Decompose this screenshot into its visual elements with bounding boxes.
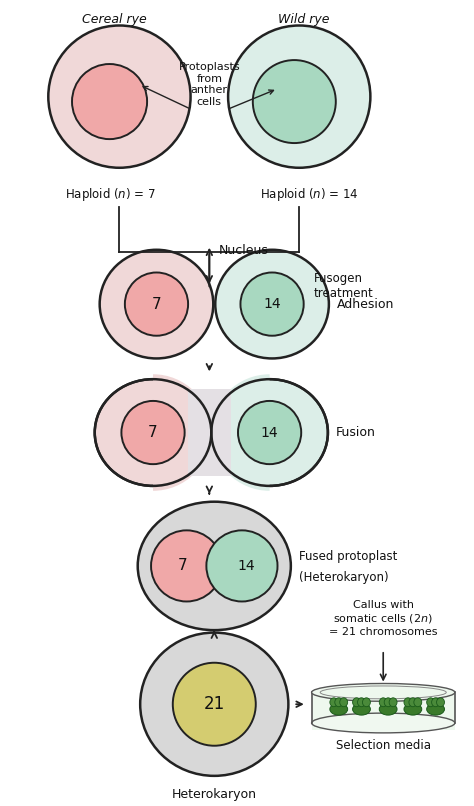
Text: Nucleus: Nucleus	[219, 244, 269, 257]
Ellipse shape	[140, 633, 288, 776]
Ellipse shape	[215, 250, 329, 359]
Circle shape	[238, 401, 301, 464]
Ellipse shape	[330, 704, 347, 715]
Wedge shape	[211, 374, 270, 491]
Circle shape	[253, 60, 336, 143]
Circle shape	[240, 272, 304, 336]
Circle shape	[48, 26, 191, 168]
Ellipse shape	[414, 698, 422, 707]
Text: Heterokaryon: Heterokaryon	[172, 787, 257, 800]
Ellipse shape	[353, 704, 370, 715]
Text: Selection media: Selection media	[336, 739, 431, 752]
Ellipse shape	[138, 501, 291, 630]
Circle shape	[72, 64, 147, 139]
Ellipse shape	[427, 698, 435, 707]
Text: 7: 7	[152, 297, 161, 312]
Text: Haploid $(n)$ = 14: Haploid $(n)$ = 14	[260, 185, 358, 202]
Ellipse shape	[311, 683, 455, 701]
Text: Callus with
somatic cells $(2n)$
= 21 chromosomes: Callus with somatic cells $(2n)$ = 21 ch…	[329, 600, 438, 637]
Wedge shape	[153, 374, 211, 491]
Text: Fusogen
treatment: Fusogen treatment	[314, 272, 374, 300]
Text: (Heterokaryon): (Heterokaryon)	[299, 571, 388, 584]
Ellipse shape	[335, 698, 343, 707]
Circle shape	[173, 663, 256, 746]
Circle shape	[228, 26, 370, 168]
Ellipse shape	[379, 698, 387, 707]
Ellipse shape	[211, 379, 328, 486]
Circle shape	[121, 401, 185, 464]
Text: 14: 14	[237, 559, 255, 573]
Text: 14: 14	[263, 297, 281, 311]
Ellipse shape	[363, 698, 370, 707]
Text: 14: 14	[261, 426, 278, 439]
Ellipse shape	[95, 379, 211, 486]
Ellipse shape	[100, 250, 213, 359]
Ellipse shape	[353, 698, 361, 707]
Bar	[311, 692, 455, 730]
Ellipse shape	[384, 698, 392, 707]
Circle shape	[125, 272, 188, 336]
Text: Cereal rye: Cereal rye	[82, 13, 147, 26]
Text: 7: 7	[178, 559, 188, 573]
Ellipse shape	[379, 704, 397, 715]
Circle shape	[206, 530, 277, 601]
Text: 21: 21	[204, 696, 225, 713]
Text: Adhesion: Adhesion	[337, 297, 394, 310]
Text: Protoplasts
from
anther
cells: Protoplasts from anther cells	[179, 62, 240, 107]
Ellipse shape	[330, 698, 338, 707]
Text: Haploid $(n)$ = 7: Haploid $(n)$ = 7	[65, 185, 156, 202]
Ellipse shape	[404, 704, 422, 715]
Text: 7: 7	[148, 425, 158, 440]
Circle shape	[151, 530, 222, 601]
Ellipse shape	[409, 698, 417, 707]
Text: Fused protoplast: Fused protoplast	[299, 550, 397, 563]
Ellipse shape	[320, 686, 446, 699]
Text: Fusion: Fusion	[336, 426, 376, 439]
Ellipse shape	[437, 698, 445, 707]
Ellipse shape	[340, 698, 347, 707]
Bar	[188, 389, 231, 476]
Ellipse shape	[311, 713, 455, 733]
Ellipse shape	[389, 698, 397, 707]
Ellipse shape	[432, 698, 439, 707]
Text: Wild rye: Wild rye	[278, 13, 330, 26]
Ellipse shape	[357, 698, 365, 707]
Ellipse shape	[404, 698, 412, 707]
Ellipse shape	[427, 704, 445, 715]
Bar	[191, 381, 227, 484]
